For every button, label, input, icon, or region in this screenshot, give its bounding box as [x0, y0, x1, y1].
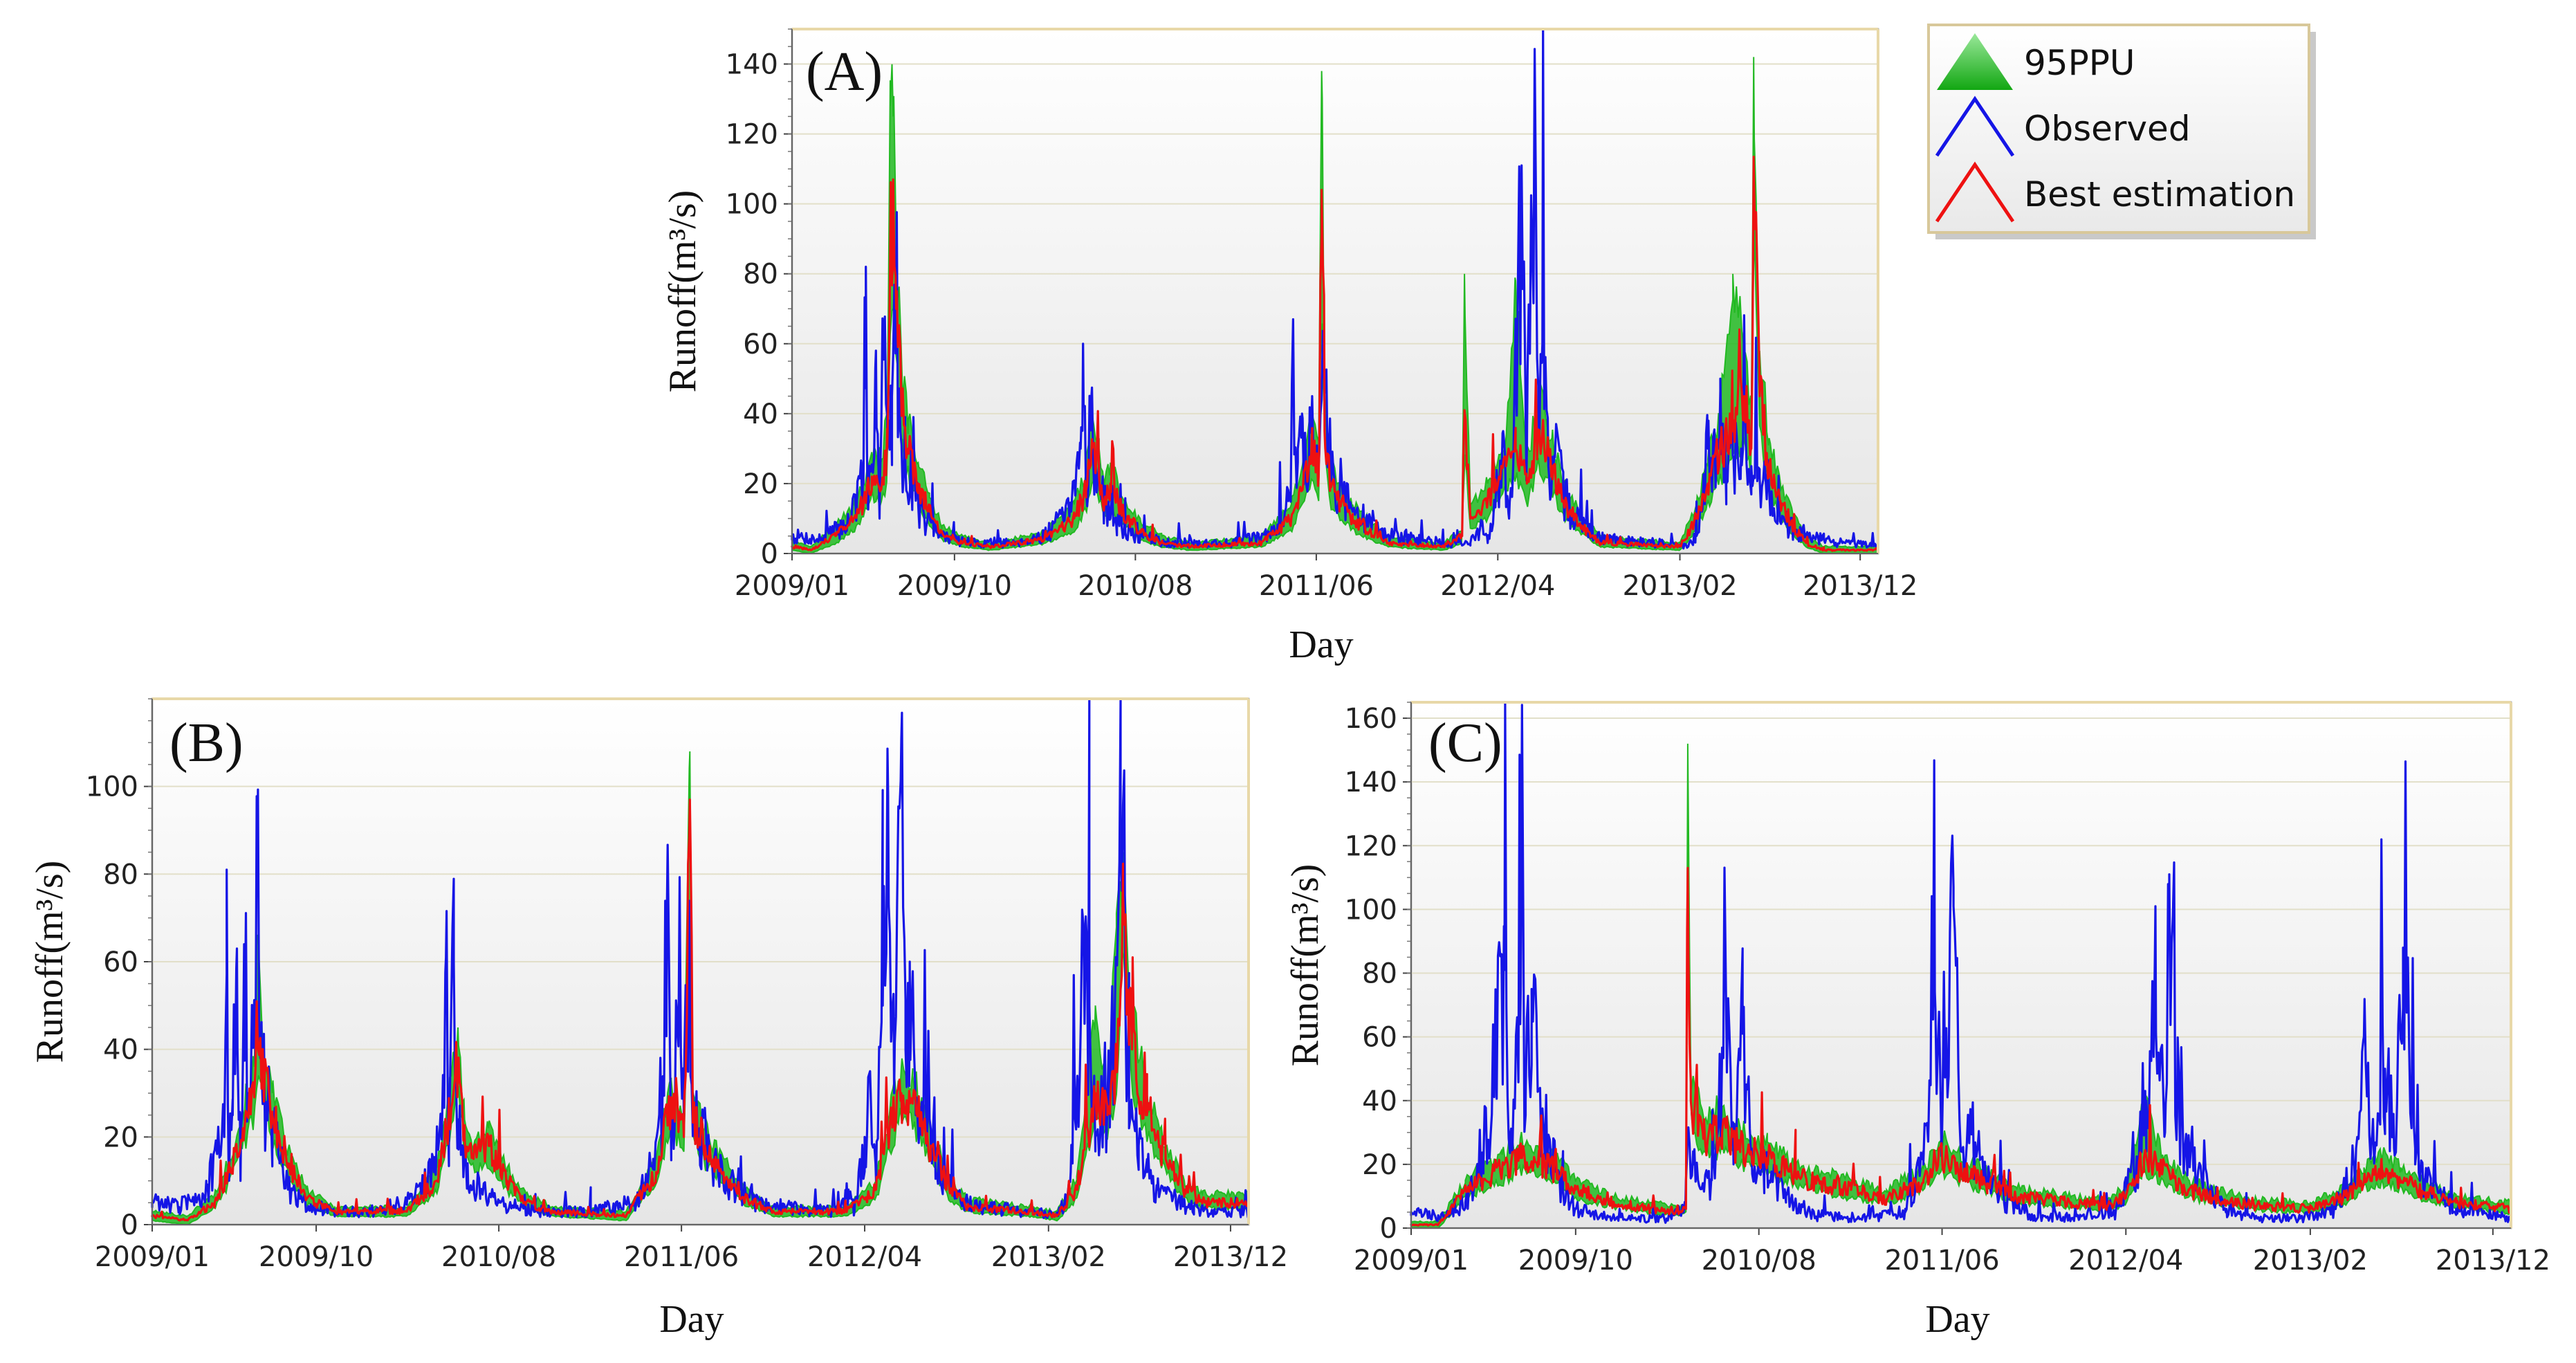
x-axis-title-b: Day — [659, 1298, 724, 1341]
observed-series-c — [1410, 701, 2512, 1224]
gridlines-a — [792, 63, 1878, 484]
y-tick-label-c: 60 — [1362, 1022, 1397, 1054]
x-tick-label-c: 2011/06 — [1884, 1245, 1999, 1277]
y-tick-label-b: 60 — [103, 946, 138, 978]
legend-ppu-label: 95PPU — [2024, 43, 2135, 83]
x-tick-label-b: 2013/12 — [1173, 1241, 1288, 1273]
y-tick-label-a: 40 — [743, 399, 778, 430]
95ppu-band-a — [791, 57, 1879, 554]
legend: 95PPU Observed Best estimation — [1927, 24, 2316, 239]
panel-label-b: (B) — [169, 713, 243, 774]
y-tick-label-c: 20 — [1362, 1149, 1397, 1181]
y-tick-label-a: 80 — [743, 259, 778, 291]
x-tick-label-c: 2013/02 — [2253, 1245, 2368, 1277]
y-ticks-a: 0 20 40 60 80 100 120 140 — [726, 28, 792, 570]
y-tick-label-b: 0 — [121, 1209, 138, 1241]
x-tick-label-a: 2012/04 — [1440, 570, 1555, 602]
y-tick-label-a: 0 — [761, 538, 778, 570]
best-estimation-line-c — [1410, 866, 2512, 1227]
x-tick-label-b: 2009/10 — [259, 1241, 374, 1273]
ppu-band-a — [791, 57, 1879, 554]
y-tick-label-a: 120 — [726, 119, 778, 151]
x-tick-label-c: 2012/04 — [2068, 1245, 2183, 1277]
x-axis-title-c: Day — [1925, 1298, 1989, 1341]
y-tick-label-c: 120 — [1345, 830, 1397, 862]
y-tick-label-a: 100 — [726, 189, 778, 221]
observed-line-c — [1410, 701, 2512, 1224]
panel-c: 0 20 40 60 80 100 120 140 160 2009/01 2009/10 2010… — [1284, 701, 2550, 1341]
x-tick-label-a: 2013/02 — [1622, 570, 1737, 602]
y-tick-label-c: 140 — [1345, 767, 1397, 798]
y-tick-label-a: 20 — [743, 468, 778, 500]
y-tick-label-b: 40 — [103, 1034, 138, 1066]
best-estimation-line-b — [151, 798, 1250, 1222]
y-tick-label-c: 160 — [1345, 703, 1397, 735]
y-tick-label-c: 100 — [1345, 894, 1397, 926]
best-series-a — [791, 156, 1879, 552]
x-ticks-c: 2009/01 2009/10 2010/08 2011/06 2012/04 2013/… — [1354, 1228, 2550, 1277]
x-tick-label-a: 2013/12 — [1803, 570, 1917, 602]
legend-observed-label: Observed — [2024, 109, 2191, 149]
best-estimation-line-a — [791, 156, 1879, 552]
legend-observed-swatch — [1935, 95, 2015, 157]
x-tick-label-b: 2011/06 — [624, 1241, 739, 1273]
x-tick-label-a: 2009/01 — [735, 570, 849, 602]
y-axis-title-b: Runoff(m³/s) — [28, 861, 71, 1063]
y-tick-label-b: 100 — [86, 771, 138, 803]
y-tick-label-c: 80 — [1362, 958, 1397, 990]
x-tick-label-b: 2010/08 — [441, 1241, 556, 1273]
panel-label-a: (A) — [806, 42, 883, 102]
y-tick-label-a: 60 — [743, 329, 778, 360]
gridlines-c — [1411, 717, 2511, 1165]
x-tick-label-c: 2009/10 — [1518, 1245, 1633, 1277]
x-tick-label-c: 2010/08 — [1702, 1245, 1816, 1277]
x-tick-label-a: 2010/08 — [1078, 570, 1193, 602]
legend-best-label: Best estimation — [2024, 174, 2295, 214]
y-axis-title-c: Runoff(m³/s) — [1284, 864, 1327, 1067]
panel-a: 0 20 40 60 80 100 120 140 2009/01 2009/10 2010/08… — [661, 28, 1917, 666]
y-ticks-b: 0 20 40 60 80 100 — [86, 698, 152, 1241]
x-ticks-b: 2009/01 2009/10 2010/08 2011/06 2012/04 2013/… — [95, 1225, 1288, 1273]
best-series-b — [151, 798, 1250, 1222]
x-axis-title-a: Day — [1289, 623, 1353, 666]
y-tick-label-c: 0 — [1380, 1213, 1397, 1245]
x-tick-label-b: 2013/02 — [991, 1241, 1106, 1273]
panel-b: 0 20 40 60 80 100 2009/01 2009/10 2010/08 2011/0… — [28, 697, 1288, 1341]
x-tick-label-b: 2009/01 — [95, 1241, 210, 1273]
legend-best-swatch — [1935, 161, 2015, 223]
x-tick-label-c: 2009/01 — [1354, 1245, 1469, 1277]
panel-label-c: (C) — [1428, 713, 1502, 774]
legend-ppu-swatch — [1937, 33, 2013, 90]
y-tick-label-b: 80 — [103, 859, 138, 890]
y-tick-label-a: 140 — [726, 49, 778, 81]
y-tick-label-b: 20 — [103, 1122, 138, 1153]
x-ticks-a: 2009/01 2009/10 2010/08 2011/06 2012/04 2013/… — [735, 554, 1917, 602]
y-tick-label-c: 40 — [1362, 1086, 1397, 1117]
x-tick-label-a: 2011/06 — [1259, 570, 1374, 602]
x-tick-label-a: 2009/10 — [897, 570, 1012, 602]
x-tick-label-b: 2012/04 — [807, 1241, 922, 1273]
plot-area-a — [791, 28, 1879, 555]
x-tick-label-c: 2013/12 — [2436, 1245, 2550, 1277]
y-axis-title-a: Runoff(m³/s) — [661, 190, 704, 393]
y-ticks-c: 0 20 40 60 80 100 120 140 160 — [1345, 702, 1411, 1245]
best-series-c — [1410, 866, 2512, 1227]
